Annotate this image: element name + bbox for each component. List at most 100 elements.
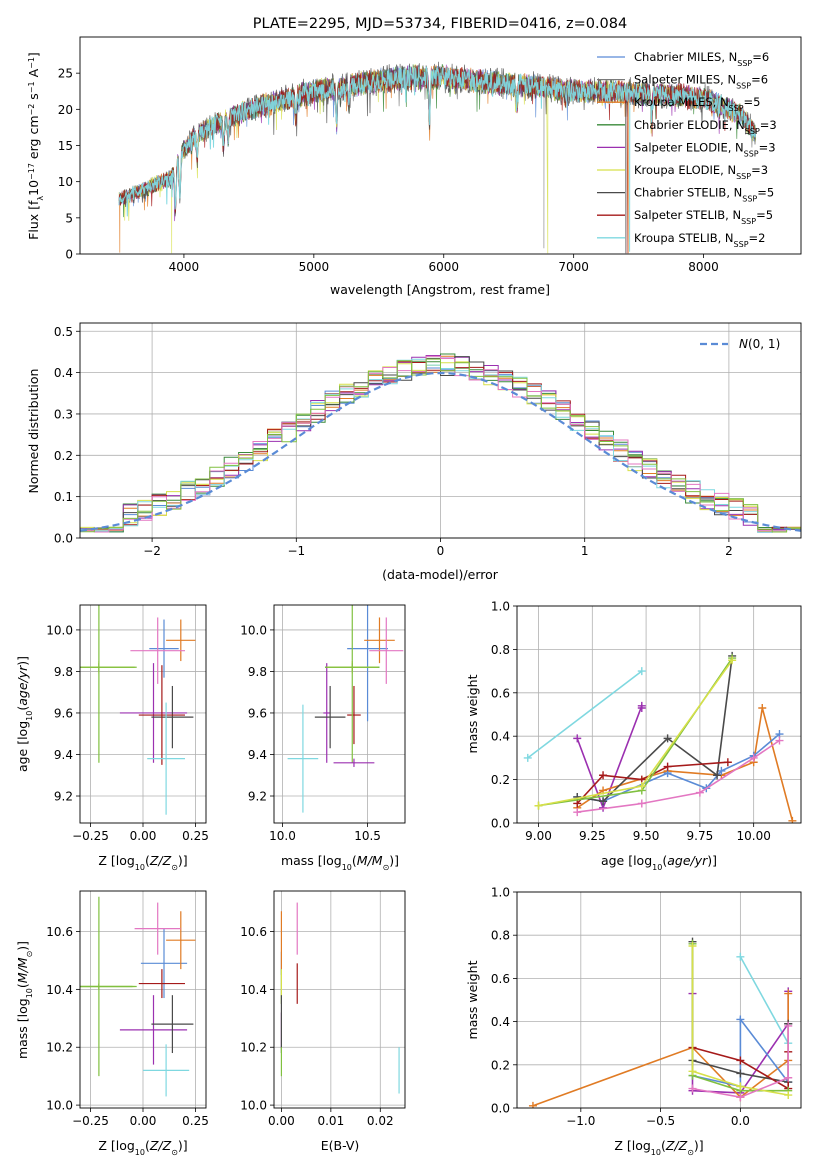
x-tick-label: 0.25 (182, 1114, 209, 1128)
y-tick-label: 0.0 (54, 532, 73, 546)
x-tick-label: 0.00 (130, 1114, 157, 1128)
y-tick-label: 10.2 (46, 1041, 73, 1055)
weight-marker (534, 801, 543, 810)
x-tick-label: 2 (725, 544, 733, 558)
errorbar-point (147, 702, 185, 815)
errorbar-point (151, 685, 194, 749)
weight-line (527, 670, 643, 759)
weight-line (538, 657, 733, 807)
errorbar-point (80, 896, 137, 1077)
weight-marker (637, 782, 646, 791)
y-tick-label: 0.2 (54, 449, 73, 463)
plot-area (528, 937, 793, 1108)
legend-entry: Kroupa STELIB, NSSP=2 (634, 231, 765, 249)
x-tick-label: 9.50 (633, 829, 660, 843)
x-tick-label: 10.0 (269, 829, 296, 843)
x-tick-label: 9.75 (687, 829, 714, 843)
weight-line (538, 659, 733, 807)
y-tick-label: 1.0 (491, 600, 510, 614)
x-axis-label: Z [log10(Z/Z⊙)] (98, 1138, 187, 1157)
y-tick-label: 0.0 (491, 1102, 510, 1116)
plot-area (80, 605, 196, 815)
errorbar-point (287, 704, 319, 813)
errorbar-point (347, 685, 361, 745)
y-axis-label: mass weight (465, 674, 480, 753)
y-tick-label: 0.4 (491, 1015, 510, 1029)
x-tick-label: 5000 (299, 260, 330, 274)
weight-marker (723, 758, 732, 767)
errorbar-point (314, 685, 346, 749)
histogram-step (80, 355, 801, 533)
errorbar-point (166, 619, 196, 662)
weight-marker (749, 753, 758, 762)
plot-area (287, 605, 404, 813)
y-axis-label: Flux [fλ10−17 erg cm−2 s−1 A−1] (26, 52, 45, 240)
y-tick-label: 0.2 (491, 773, 510, 787)
y-tick-label: 0.0 (491, 817, 510, 831)
x-axis-label: wavelength [Angstrom, rest frame] (330, 282, 550, 297)
age-vs-mass-panel: 10.0 10.5 9.2 9.4 9.6 9.8 10.0 (240, 604, 406, 843)
weight-vs-age-panel: 9.00 9.25 9.50 9.75 10.00 0.0 0.2 0.4 0.6 0.8 1.0 (491, 600, 802, 843)
legend-entry: Kroupa MILES, NSSP=5 (634, 95, 760, 113)
weight-marker (663, 762, 672, 771)
plot-area (523, 651, 797, 823)
x-tick-label: 0.0 (731, 1114, 750, 1128)
y-tick-label: 15 (58, 139, 73, 153)
legend-entry: N(0, 1) (739, 337, 780, 351)
x-tick-label: 1 (581, 544, 589, 558)
y-tick-label: 9.2 (248, 790, 267, 804)
x-tick-label: 7000 (558, 260, 589, 274)
y-tick-label: 1.0 (491, 886, 510, 900)
errorbar-point (138, 665, 185, 765)
errorbar-point (369, 617, 404, 684)
weight-marker (573, 734, 582, 743)
y-tick-label: 25 (58, 67, 73, 81)
axes-frame (79, 36, 802, 255)
x-tick-label: −0.25 (72, 1114, 109, 1128)
y-tick-label: 9.8 (54, 665, 73, 679)
y-axis-label: Normed distribution (26, 369, 41, 494)
weight-marker (523, 753, 532, 762)
weight-marker (736, 1082, 745, 1091)
weight-marker (573, 808, 582, 817)
weight-marker (688, 942, 697, 950)
axes-frame (273, 604, 406, 824)
chart-title: PLATE=2295, MJD=53734, FIBERID=0416, z=0… (253, 16, 627, 32)
weight-marker (784, 1073, 793, 1082)
y-tick-label: 10.0 (240, 623, 267, 637)
axes-frame (516, 891, 802, 1109)
weight-marker (637, 703, 646, 712)
y-tick-label: 10.2 (240, 1041, 267, 1055)
weight-marker (736, 1015, 745, 1024)
weight-marker (688, 1084, 697, 1093)
y-tick-label: 10.6 (240, 925, 267, 939)
x-tick-label: 0 (437, 544, 445, 558)
weight-marker (663, 734, 672, 743)
errorbar-point (119, 995, 188, 1065)
errorbar-point (333, 758, 375, 767)
legend-entry: Salpeter STELIB, NSSP=5 (634, 208, 773, 226)
errorbar-point (149, 619, 179, 678)
plot-area (80, 896, 196, 1097)
x-tick-label: 8000 (688, 260, 719, 274)
weight-marker (736, 1056, 745, 1065)
legend-entry: Kroupa ELODIE, NSSP=3 (634, 163, 768, 181)
legend-entry: Chabrier MILES, NSSP=6 (634, 50, 769, 68)
weight-marker (695, 788, 704, 797)
y-tick-label: 20 (58, 103, 73, 117)
y-tick-label: 10.4 (46, 983, 73, 997)
y-tick-label: 0.1 (54, 490, 73, 504)
y-tick-label: 9.4 (248, 748, 267, 762)
weight-line (691, 946, 789, 1096)
y-tick-label: 0.2 (491, 1058, 510, 1072)
axes-frame (273, 890, 406, 1109)
y-tick-label: 0 (65, 248, 73, 262)
plot-area (80, 353, 801, 533)
weight-marker (573, 799, 582, 808)
y-tick-label: 0.8 (491, 929, 510, 943)
weight-marker (728, 656, 737, 665)
errorbar-point (134, 902, 181, 955)
weight-line (577, 733, 781, 803)
y-tick-label: 0.4 (54, 366, 73, 380)
